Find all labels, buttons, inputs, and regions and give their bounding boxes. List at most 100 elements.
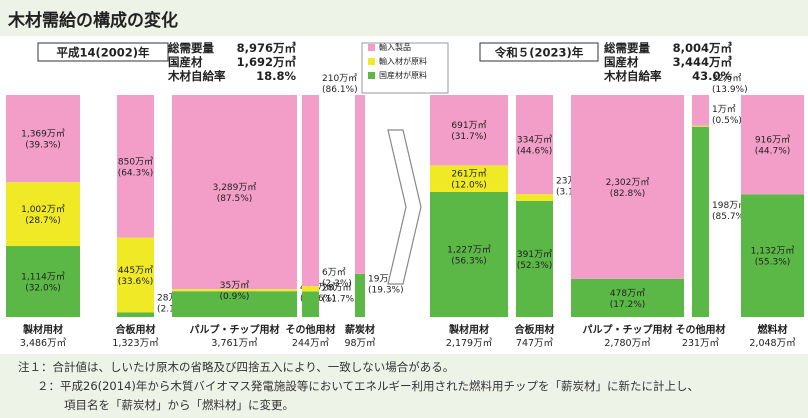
data-label: 2,302万㎥: [606, 177, 650, 188]
summary-value: 43.0%: [692, 69, 732, 83]
notes: 注１：合計値は、しいたけ原木の省略及び四捨五入により、一致しない場合がある。 ２…: [18, 358, 699, 415]
category-total: 2,048万㎥: [749, 337, 796, 349]
bar-segment: [430, 95, 508, 166]
bar-segment: [516, 95, 553, 195]
bar-segment: [117, 237, 154, 313]
data-label-pct: (13.9%): [712, 85, 748, 95]
bar-segment: [302, 286, 319, 292]
note-2: ２：平成26(2014)年から木質バイオマス発電施設等においてエネルギー利用され…: [37, 379, 700, 393]
bar-segment: [6, 182, 80, 247]
bar-segment: [117, 95, 154, 238]
data-label: 916万㎥: [755, 135, 790, 146]
bar-segment: [692, 125, 709, 127]
bar-segment: [302, 95, 319, 287]
data-label-pct: (64.3%): [118, 168, 154, 178]
bar-segment: [302, 291, 319, 317]
data-label-pct: (11.7%): [322, 294, 358, 304]
data-label-pct: (56.3%): [451, 256, 487, 266]
category-label: パルプ・チップ用材: [583, 323, 673, 336]
summary-label: 国産材: [604, 55, 639, 69]
bar-segment: [430, 165, 508, 192]
bar-segment: [516, 194, 553, 201]
category-label: 製材用材: [22, 323, 63, 336]
category-label: 合板用材: [115, 323, 156, 336]
data-label: 691万㎥: [451, 120, 486, 131]
category-label: パルプ・チップ用材: [190, 323, 280, 336]
summary-label: 国産材: [168, 55, 203, 69]
data-label-pct: (52.3%): [517, 261, 553, 271]
data-label-pct: (3.1%): [556, 188, 586, 198]
bar-segment: [6, 246, 80, 317]
data-label: 334万㎥: [517, 135, 552, 146]
data-label: 210万㎥: [322, 73, 357, 84]
data-label: 1,227万㎥: [447, 244, 491, 255]
year-box: [479, 42, 599, 62]
data-label: 28万㎥: [157, 293, 186, 304]
page-title: 木材需給の構成の変化: [8, 11, 178, 31]
data-label: 19万㎥: [368, 273, 397, 284]
legend-swatch: [368, 72, 375, 79]
bar-segment: [430, 191, 508, 317]
summary-value: 8,004万㎥: [673, 41, 733, 55]
bar-segment: [741, 194, 804, 317]
category-label: 合板用材: [514, 323, 555, 336]
data-label: 1,132万㎥: [751, 246, 795, 257]
data-label-pct: (86.1%): [322, 85, 358, 95]
summary-label: 総需要量: [168, 41, 214, 55]
data-label: 1万㎥: [712, 104, 736, 115]
data-label-pct: (31.7%): [451, 132, 487, 142]
summary-value: 1,692万㎥: [237, 55, 297, 69]
data-label-pct: (82.8%): [610, 189, 646, 199]
category-total: 2,179万㎥: [446, 337, 493, 349]
data-label-pct: (0.5%): [712, 116, 742, 126]
category-total: 747万㎥: [516, 337, 554, 349]
data-label-pct: (19.3%): [368, 285, 404, 295]
data-label: 391万㎥: [517, 249, 552, 260]
data-label: 23万㎥: [556, 176, 585, 187]
data-label-pct: (2.1%): [157, 305, 187, 315]
data-label-pct: (55.3%): [755, 258, 791, 268]
summary-label: 木材自給率: [603, 69, 662, 83]
data-label: 1,114万㎥: [21, 272, 65, 283]
bar-segment: [692, 95, 709, 126]
data-label-pct: (87.5%): [217, 194, 253, 204]
data-label-pct: (2.3%): [322, 279, 352, 289]
year-label: 平成14(2002)年: [56, 46, 150, 60]
category-total: 98万㎥: [344, 337, 376, 349]
data-label: 198万㎥: [712, 200, 747, 211]
data-label: 6万㎥: [322, 267, 346, 278]
data-label-pct: (85.7%): [712, 212, 748, 222]
summary-value: 3,444万㎥: [673, 55, 733, 69]
category-total: 244万㎥: [292, 337, 330, 349]
bar-segment: [117, 312, 154, 317]
year-box: [37, 42, 169, 62]
data-label: 478万㎥: [610, 288, 645, 299]
legend-label: 国産材が原料: [379, 70, 427, 80]
summary-label: 木材自給率: [167, 69, 226, 83]
bar-segment: [172, 95, 297, 290]
category-total: 3,761万㎥: [211, 337, 258, 349]
summary-value: 18.8%: [256, 69, 296, 83]
data-label: 445万㎥: [118, 265, 153, 276]
category-total: 3,486万㎥: [20, 337, 67, 349]
data-label-pct: (33.6%): [118, 277, 154, 287]
legend-swatch: [368, 58, 375, 65]
category-total: 231万㎥: [682, 337, 720, 349]
legend-label: 輸入製品: [379, 42, 411, 52]
year-label: 令和５(2023)年: [494, 46, 584, 60]
data-label: 1,369万㎥: [21, 129, 65, 140]
data-label: 1,002万㎥: [21, 204, 65, 215]
category-total: 2,780万㎥: [604, 337, 651, 349]
data-label-pct: (12.0%): [451, 181, 487, 191]
bar-segment: [6, 95, 80, 183]
bar-segment: [571, 95, 684, 279]
bar-segment: [571, 278, 684, 317]
data-label-pct: (39.3%): [25, 141, 61, 151]
bar-segment: [516, 200, 553, 317]
data-label-pct: (44.7%): [755, 147, 791, 157]
category-label: その他用材: [676, 323, 726, 336]
data-label-pct: (32.0%): [25, 284, 61, 294]
chart-panel: 平成14(2002)年 総需要量 8,976万㎥ 国産材 1,692万㎥ 木材自給率 18.…: [0, 36, 808, 354]
